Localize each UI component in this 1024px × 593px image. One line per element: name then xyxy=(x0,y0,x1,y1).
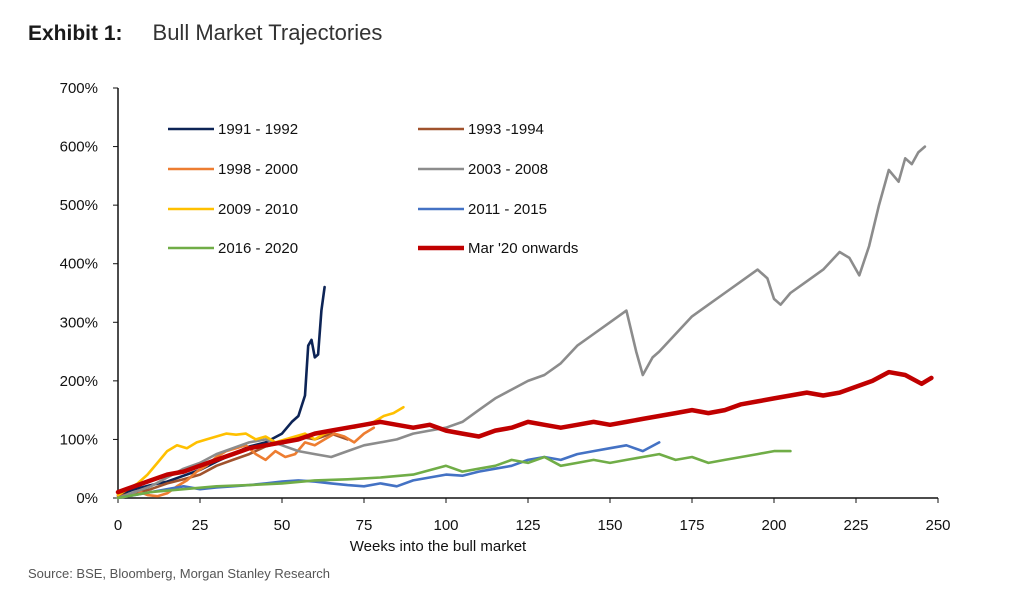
y-tick-label: 200% xyxy=(60,373,98,390)
series-line-1 xyxy=(116,432,349,498)
legend-label-5: 2011 - 2015 xyxy=(468,201,547,218)
series-line-6 xyxy=(116,449,792,500)
x-tick-label: 250 xyxy=(925,517,950,534)
x-tick-label: 25 xyxy=(192,517,209,534)
chart-title: Bull Market Trajectories xyxy=(152,20,383,45)
legend-label-1: 1993 -1994 xyxy=(468,121,544,138)
x-tick-label: 150 xyxy=(597,517,622,534)
x-tick-label: 75 xyxy=(356,517,373,534)
x-tick-label: 0 xyxy=(114,517,122,534)
legend-label-4: 2009 - 2010 xyxy=(218,201,298,218)
x-tick-label: 100 xyxy=(433,517,458,534)
chart-axes: 0% 100% 200% 300% 400% 500% 600% 700% 0 25 50 75 100… xyxy=(60,80,951,534)
x-tick-label: 125 xyxy=(515,517,540,534)
legend-label-3: 2003 - 2008 xyxy=(468,161,548,178)
exhibit-label: Exhibit 1: xyxy=(28,22,123,45)
y-tick-label: 300% xyxy=(60,314,98,331)
x-tick-label: 50 xyxy=(274,517,291,534)
x-tick-label: 225 xyxy=(843,517,868,534)
series-line-2 xyxy=(116,426,376,500)
legend-label-2: 1998 - 2000 xyxy=(218,161,298,178)
legend-label-6: 2016 - 2020 xyxy=(218,240,298,257)
source-note: Source: BSE, Bloomberg, Morgan Stanley R… xyxy=(28,566,331,581)
y-tick-label: 0% xyxy=(76,490,98,507)
legend-label-7: Mar '20 onwards xyxy=(468,240,578,257)
series-line-3 xyxy=(116,145,927,500)
series-line-5 xyxy=(116,441,661,500)
x-axis-label: Weeks into the bull market xyxy=(350,538,527,555)
legend-label-0: 1991 - 1992 xyxy=(218,121,298,138)
y-tick-label: 400% xyxy=(60,256,98,273)
y-tick-label: 100% xyxy=(60,431,98,448)
y-tick-label: 500% xyxy=(60,197,98,214)
x-tick-label: 200 xyxy=(761,517,786,534)
series-line-0 xyxy=(116,285,326,497)
series-layer xyxy=(115,145,934,500)
y-tick-label: 600% xyxy=(60,139,98,156)
x-tick-label: 175 xyxy=(679,517,704,534)
y-tick-label: 700% xyxy=(60,80,98,97)
chart-legend: 1991 - 1992 1993 -1994 1998 - 2000 2003 - 2… xyxy=(168,121,578,257)
series-line-7 xyxy=(115,369,934,495)
